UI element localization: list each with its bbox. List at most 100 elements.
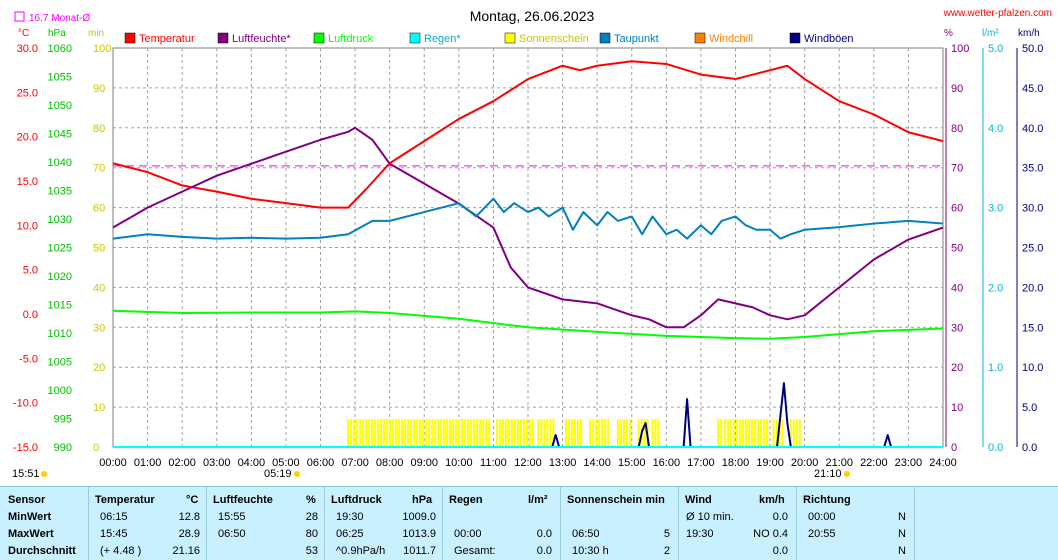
legend-swatch [217,32,229,44]
humidity-tick-label: 10 [951,402,963,414]
stats-table: Sensor Temperatur °C Luftfeuchte % Luftd… [0,486,1058,560]
sunset-icon [844,471,850,477]
legend-item: Windchill [694,32,753,45]
stat-wind_val: NO 0.4 [753,528,788,540]
pressure-tick-label: 1010 [48,328,72,340]
pressure-tick-label: 1030 [48,214,72,226]
series-lines [112,60,944,448]
legend-item: Sonnenschein [504,32,589,45]
sun-tick-label: 80 [93,123,105,135]
series-taupunkt [112,197,944,240]
sun-tick-label: 70 [93,163,105,175]
wind-tick-label: 0.0 [1022,442,1037,454]
sun-tick-label: 40 [93,282,105,294]
legend-swatch [124,32,136,44]
pressure-unit: hPa [48,28,66,39]
sun-unit: min [88,28,104,39]
pressure-tick-label: 1020 [48,271,72,283]
sun-tick-label: 20 [93,362,105,374]
pressure-tick-label: 1035 [48,186,72,198]
legend-swatch [313,32,325,44]
stat-temp_val: 28.9 [178,528,200,540]
hdr-sensor: Sensor [8,494,46,506]
pressure-tick-label: 995 [54,414,72,426]
x-tick-label: 02:00 [168,457,196,469]
stat-press_val: 1009.0 [402,511,436,523]
humidity-tick-label: 90 [951,83,963,95]
temp-tick-label: -10.0 [13,398,38,410]
hdr-sun: Sonnenschein min [567,494,665,506]
sun-tick-label: 60 [93,203,105,215]
humidity-tick-label: 100 [951,43,969,55]
x-tick-label: 10:00 [445,457,473,469]
stat-wind_val: 0.0 [772,545,788,557]
sun-tick-label: 30 [93,322,105,334]
hdr-temp-unit: °C [186,494,199,506]
hdr-wind-unit: km/h [759,494,785,506]
stat-rain_time: 00:00 [454,528,482,540]
time-now: 15:51 [12,468,40,480]
hdr-hum: Luftfeuchte [213,494,273,506]
temp-tick-label: -5.0 [19,353,38,365]
humidity-tick-label: 20 [951,362,963,374]
stat-dir_val: N [898,545,906,557]
stat-temp_time: (+ 4.48 ) [100,545,142,557]
rain-tick-label: 3.0 [988,203,1003,215]
x-tick-label: 17:00 [687,457,715,469]
legend: Temperatur Luftfeuchte* Luftdruck Regen* Son… [124,32,854,45]
pressure-tick-label: 1060 [48,43,72,55]
temp-tick-label: 15.0 [17,176,38,188]
series-luftfeuchte [112,126,944,329]
stat-label: Durchschnitt [8,545,76,557]
pressure-tick-label: 1000 [48,385,72,397]
rain-tick-label: 1.0 [988,362,1003,374]
stat-temp_val: 21.16 [172,545,200,557]
series-luftdruck [112,309,944,340]
sun-tick-label: 90 [93,83,105,95]
pressure-tick-label: 1025 [48,243,72,255]
x-tick-label: 09:00 [410,457,438,469]
legend-item: Windböen [789,32,854,45]
sunrise-icon [294,471,300,477]
wind-tick-label: 5.0 [1022,402,1037,414]
x-tick-label: 22:00 [860,457,888,469]
legend-label: Luftfeuchte* [232,33,291,45]
legend-item: Temperatur [124,32,195,45]
sun-tick-label: 100 [93,43,111,55]
stat-hum_time: 06:50 [218,528,246,540]
wind-unit: km/h [1018,28,1040,39]
hdr-dir: Richtung [803,494,851,506]
wind-tick-label: 50.0 [1022,43,1043,55]
rain-tick-label: 2.0 [988,282,1003,294]
monat-label: 16.7 Monat-Ø [29,13,90,24]
stat-dir_val: N [898,528,906,540]
stat-press_val: 1013.9 [402,528,436,540]
x-tick-label: 18:00 [722,457,750,469]
hdr-rain-unit: l/m² [528,494,548,506]
axes: 30.0 25.0 20.0 15.0 10.0 5.0 0.0 -5.0 -10.0 -15.0… [13,43,1044,454]
stat-wind_val: 0.0 [772,511,788,523]
stat-dir_time: 20:55 [808,528,836,540]
wind-tick-label: 35.0 [1022,163,1043,175]
x-tick-label: 21:00 [825,457,853,469]
stat-temp_time: 06:15 [100,511,128,523]
temp-tick-label: 0.0 [23,309,38,321]
legend-swatch [409,32,421,44]
stat-dir_val: N [898,511,906,523]
x-tick-labels: 00:00 01:00 02:00 03:00 04:00 05:00 06:00 07:00… [99,457,957,469]
stat-label: MinWert [8,511,52,523]
legend-label: Taupunkt [614,33,659,45]
monat-legend-icon [14,11,25,22]
sun-tick-label: 50 [93,243,105,255]
humidity-tick-label: 30 [951,322,963,334]
site-link[interactable]: www.wetter-pfalzen.com [943,8,1052,19]
humidity-tick-label: 50 [951,243,963,255]
temp-tick-label: 20.0 [17,132,38,144]
sun-tick-label: 10 [93,402,105,414]
pressure-tick-label: 990 [54,442,72,454]
sunset-label: 21:10 [814,468,842,480]
sunrise-label: 05:19 [264,468,292,480]
stat-temp_time: 15:45 [100,528,128,540]
stat-press_time: 06:25 [336,528,364,540]
stat-wind_time: Ø 10 min. [686,511,734,523]
